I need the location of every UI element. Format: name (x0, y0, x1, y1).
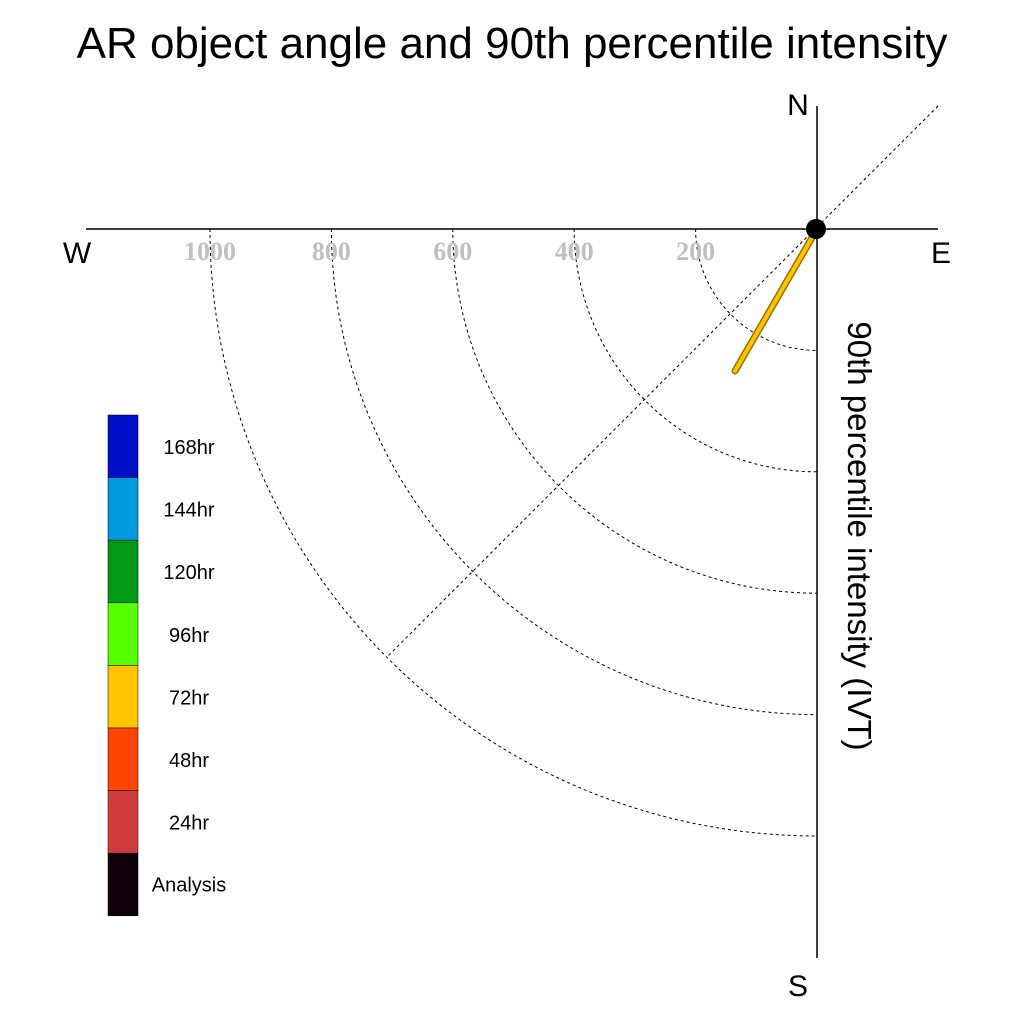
tick-label-600: 600 (433, 237, 472, 266)
legend-label-96hr: 96hr (169, 625, 209, 647)
radial-tick-labels: 200 400 600 800 1000 (184, 237, 715, 266)
legend-label-48hr: 48hr (169, 750, 209, 772)
tick-label-800: 800 (312, 237, 351, 266)
compass-west-label: W (63, 237, 92, 270)
compass-east-label: E (931, 237, 951, 270)
compass-south-label: S (788, 970, 808, 1003)
legend-swatch-168hr (107, 414, 139, 478)
grid-layer (209, 228, 818, 837)
series-layer (731, 225, 821, 375)
grid-ring-600 (452, 228, 818, 594)
tick-label-200: 200 (676, 237, 715, 266)
grid-ring-400 (573, 228, 818, 473)
y-axis-label: 90th percentile intensity (IVT) (841, 321, 878, 750)
legend-swatch-72hr (107, 665, 139, 729)
legend-swatch-24hr (107, 790, 139, 854)
legend-swatch-analysis (107, 852, 139, 917)
diagonal-guide (387, 105, 939, 657)
legend-label-168hr: 168hr (163, 437, 214, 459)
legend-swatch-144hr (107, 477, 139, 541)
legend-label-144hr: 144hr (163, 500, 214, 522)
series-line-0 (733, 227, 819, 373)
tick-label-1000: 1000 (184, 237, 236, 266)
legend-label-72hr: 72hr (169, 687, 209, 709)
legend-swatch-120hr (107, 539, 139, 604)
legend: 168hr 144hr 120hr 96hr 72hr 48hr 24hr Analysis (107, 414, 226, 917)
legend-label-analysis: Analysis (152, 875, 226, 897)
legend-swatch-96hr (107, 602, 139, 666)
grid-ring-800 (330, 228, 818, 716)
grid-ring-1000 (209, 228, 818, 837)
legend-label-24hr: 24hr (169, 813, 209, 835)
grid-ring-200 (695, 228, 818, 351)
tick-label-400: 400 (555, 237, 594, 266)
legend-label-120hr: 120hr (163, 562, 214, 584)
legend-swatch-48hr (107, 727, 139, 791)
compass-north-label: N (787, 89, 809, 122)
origin-marker (806, 219, 826, 239)
chart-title: AR object angle and 90th percentile inte… (77, 19, 948, 68)
